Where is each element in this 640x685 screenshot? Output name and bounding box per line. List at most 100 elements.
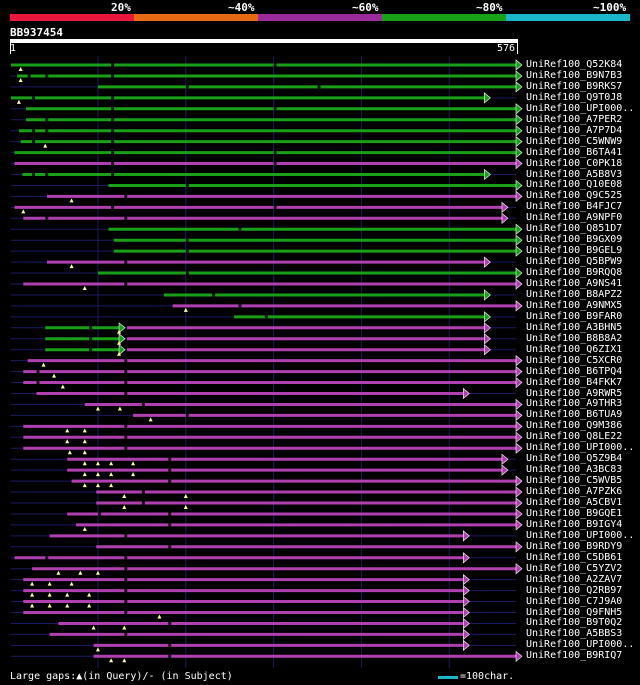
query-gap-marker xyxy=(91,625,96,630)
hit-label[interactable]: UniRef100_Q52K84 xyxy=(526,59,623,70)
hit-label[interactable]: UniRef100_B9FAR0 xyxy=(526,310,623,322)
hit-label[interactable]: UniRef100_UPI000.. xyxy=(526,102,635,114)
hit-label[interactable]: UniRef100_A5B8V3 xyxy=(526,168,623,180)
legend-label: ~40% xyxy=(228,1,255,14)
query-gap-marker xyxy=(183,307,188,312)
hit-label[interactable]: UniRef100_B9GQE1 xyxy=(526,507,623,519)
hit-label[interactable]: UniRef100_Q10E08 xyxy=(526,179,623,191)
query-gap-marker xyxy=(47,603,52,608)
query-gap-marker xyxy=(65,603,70,608)
hit-label[interactable]: UniRef100_C5XCR0 xyxy=(526,354,623,366)
hit-label[interactable]: UniRef100_C5YZV2 xyxy=(526,562,623,574)
hit-label[interactable]: UniRef100_A7P7D4 xyxy=(526,124,623,136)
hit-label[interactable]: UniRef100_A2ZAV7 xyxy=(526,573,623,585)
hit-label[interactable]: UniRef100_A9NS41 xyxy=(526,278,623,289)
query-id: BB937454 xyxy=(10,26,63,39)
query-gap-marker xyxy=(117,351,122,356)
hit-label[interactable]: UniRef100_Q6ZIX1 xyxy=(526,343,623,355)
hit-label[interactable]: UniRef100_UPI000.. xyxy=(526,529,635,541)
hit-label[interactable]: UniRef100_Q851D7 xyxy=(526,223,623,235)
hit-label[interactable]: UniRef100_UPI000.. xyxy=(526,442,635,454)
hit-label[interactable]: UniRef100_C5WNW9 xyxy=(526,135,623,147)
query-gap-marker xyxy=(95,406,100,411)
hit-label[interactable]: UniRef100_C0PK18 xyxy=(526,157,623,169)
query-gap-marker xyxy=(78,570,83,575)
hit-label[interactable]: UniRef100_B9IGY4 xyxy=(526,518,623,530)
query-gap-marker xyxy=(117,329,122,334)
hit-label[interactable]: UniRef100_B9RQQ8 xyxy=(526,267,623,279)
query-gap-marker xyxy=(117,406,122,411)
scale-bar xyxy=(438,676,458,679)
hit-label[interactable]: UniRef100_A3BHN5 xyxy=(526,321,623,333)
hit-label[interactable]: UniRef100_C5WVB5 xyxy=(526,475,623,487)
hit-label[interactable]: UniRef100_B8B8A2 xyxy=(526,332,623,344)
query-gap-marker xyxy=(122,505,127,509)
hit-label[interactable]: UniRef100_A9NMX5 xyxy=(526,299,623,311)
hit-label[interactable]: UniRef100_A7PZK6 xyxy=(526,486,623,498)
query-gap-marker xyxy=(69,198,74,203)
hit-label[interactable]: UniRef100_UPI000.. xyxy=(526,639,635,651)
hit-label[interactable]: UniRef100_Q9M386 xyxy=(526,420,623,432)
hit-label[interactable]: UniRef100_B9GX09 xyxy=(526,234,623,246)
hit-arrow xyxy=(515,519,523,531)
hit-label[interactable]: UniRef100_A9THR3 xyxy=(526,398,623,410)
query-gap-marker xyxy=(148,417,153,422)
query-gap-marker xyxy=(122,658,127,663)
query-gap-marker xyxy=(109,483,114,488)
hit-arrow xyxy=(515,59,523,71)
query-gap-marker xyxy=(109,461,114,466)
query-gap-marker xyxy=(82,472,87,477)
hit-label[interactable]: UniRef100_B6TPQ4 xyxy=(526,365,623,377)
hit-arrow xyxy=(463,628,470,641)
hit-arrow xyxy=(515,190,523,203)
hit-label[interactable]: UniRef100_Q8LE22 xyxy=(526,431,623,443)
query-gap-marker xyxy=(131,472,136,477)
hit-label[interactable]: UniRef100_B8APZ2 xyxy=(526,288,623,300)
hit-label[interactable]: UniRef100_B9GEL9 xyxy=(526,245,623,257)
hit-arrow xyxy=(515,486,523,498)
hit-label[interactable]: UniRef100_A9RWR5 xyxy=(526,387,623,399)
hit-label[interactable]: UniRef100_B4FJC7 xyxy=(526,201,623,213)
hit-label[interactable]: UniRef100_Q5BPW9 xyxy=(526,256,623,268)
query-gap-marker xyxy=(65,428,70,433)
hit-label[interactable]: UniRef100_C5DB61 xyxy=(526,551,623,563)
hit-label[interactable]: UniRef100_A9NPF0 xyxy=(526,212,623,224)
hit-arrow xyxy=(463,574,470,586)
hit-arrow xyxy=(515,114,523,126)
hit-label[interactable]: UniRef100_B6TA41 xyxy=(526,146,623,158)
hit-label[interactable]: UniRef100_B9T0Q2 xyxy=(526,617,623,629)
hit-label[interactable]: UniRef100_Q5Z9B4 xyxy=(526,453,623,465)
query-gap-marker xyxy=(131,461,136,466)
query-gap-marker xyxy=(30,603,35,608)
hit-label[interactable]: UniRef100_B9RIQ7 xyxy=(526,650,623,662)
hit-label[interactable]: UniRef100_B9RKS7 xyxy=(526,80,623,92)
query-gap-marker xyxy=(52,373,57,378)
hit-arrow xyxy=(501,212,509,224)
hit-arrow xyxy=(463,584,470,597)
query-gap-marker xyxy=(157,614,162,619)
hit-label[interactable]: UniRef100_A5BBS3 xyxy=(526,628,623,640)
hit-label[interactable]: UniRef100_A3BC83 xyxy=(526,464,623,476)
hit-arrow xyxy=(515,541,523,553)
hit-label[interactable]: UniRef100_B6TUA9 xyxy=(526,409,623,421)
hit-label[interactable]: UniRef100_Q2RB97 xyxy=(526,584,623,596)
hit-arrow xyxy=(515,70,523,82)
hit-arrow xyxy=(515,223,523,235)
gap-legend: Large gaps:▲(in Query)/- (in Subject) xyxy=(10,671,233,682)
legend-label: ~60% xyxy=(352,1,379,14)
hit-arrow xyxy=(463,606,470,619)
hit-label[interactable]: UniRef100_B9RDY9 xyxy=(526,540,623,552)
hit-label[interactable]: UniRef100_B4FKK7 xyxy=(526,376,623,388)
hit-arrow xyxy=(484,344,491,356)
hit-label[interactable]: UniRef100_B9N7B3 xyxy=(526,69,623,81)
hit-label[interactable]: UniRef100_Q9C525 xyxy=(526,190,623,202)
hit-label[interactable]: UniRef100_Q9FNH5 xyxy=(526,606,623,618)
query-gap-marker xyxy=(82,286,87,290)
hit-label[interactable]: UniRef100_C7J9A0 xyxy=(526,595,623,607)
query-gap-marker xyxy=(95,483,100,488)
query-gap-marker xyxy=(65,439,70,444)
hit-arrow xyxy=(118,322,126,334)
hit-label[interactable]: UniRef100_A7PER2 xyxy=(526,113,623,125)
hit-label[interactable]: UniRef100_Q9T0J8 xyxy=(526,91,623,103)
hit-label[interactable]: UniRef100_A5CBV1 xyxy=(526,497,623,508)
